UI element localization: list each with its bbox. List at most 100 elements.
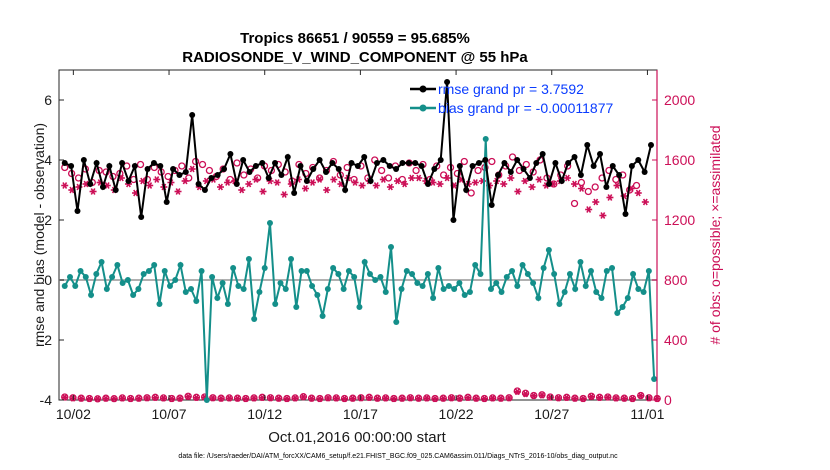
assimilated-obs-point — [401, 180, 409, 188]
bias-point — [93, 271, 100, 277]
possible-obs-point — [474, 166, 482, 175]
bias-point — [593, 289, 600, 295]
rmse-point — [221, 166, 228, 172]
assimilated-obs-point — [629, 395, 637, 403]
bias-point — [561, 289, 568, 295]
assimilated-obs-point — [528, 183, 536, 191]
possible-obs-point — [377, 166, 386, 175]
rmse-point — [571, 154, 578, 160]
y2-tick-label: 1600 — [664, 152, 695, 168]
y2-tick-label: 0 — [664, 392, 672, 408]
assimilated-obs-point — [234, 395, 242, 402]
possible-obs-point — [467, 189, 475, 197]
assimilated-obs-point — [358, 182, 366, 189]
rmse-point — [482, 157, 489, 163]
bias-point — [156, 301, 163, 307]
rmse-point — [112, 187, 119, 193]
assimilated-obs-point — [596, 394, 604, 402]
rmse-point — [469, 163, 476, 169]
bias-point — [82, 274, 89, 280]
assimilated-obs-point — [429, 179, 437, 186]
possible-obs-point — [632, 181, 641, 190]
bias-point — [393, 319, 400, 325]
x-tick-label: 10/17 — [343, 406, 378, 422]
possible-obs-point — [570, 199, 579, 208]
rmse-point — [609, 163, 616, 169]
assimilated-obs-point — [174, 188, 182, 195]
rmse-point — [616, 172, 623, 178]
bias-point — [645, 268, 652, 274]
assimilated-obs-point — [604, 393, 612, 401]
rmse-point — [533, 160, 540, 166]
rmse-point — [157, 163, 164, 169]
rmse-point — [348, 160, 355, 166]
assimilated-obs-point — [250, 394, 258, 402]
rmse-point — [303, 178, 310, 184]
rmse-point — [297, 163, 304, 169]
bias-point — [382, 289, 389, 295]
assimilated-obs-point — [77, 395, 85, 402]
rmse-point — [603, 184, 610, 190]
possible-obs-point — [198, 160, 207, 169]
assimilated-obs-point — [447, 394, 455, 402]
assimilated-obs-point — [330, 176, 338, 183]
y-tick-label: 0 — [44, 272, 52, 288]
assimilated-obs-point — [89, 188, 97, 195]
rmse-point — [526, 175, 533, 181]
bias-point — [298, 268, 305, 274]
bias-point — [514, 283, 521, 289]
assimilated-obs-point — [471, 179, 479, 186]
legend-rmse-label: rmse grand pr = 3.7592 — [438, 81, 584, 97]
assimilated-obs-point — [225, 394, 233, 402]
rmse-point — [284, 154, 291, 160]
possible-obs-point — [136, 160, 145, 169]
rmse-point — [119, 160, 126, 166]
assimilated-obs-point — [301, 185, 309, 192]
assimilated-obs-point — [110, 395, 118, 403]
bias-point — [335, 271, 342, 277]
rmse-point — [163, 199, 170, 205]
assimilated-obs-point — [224, 179, 232, 186]
bias-point — [482, 136, 489, 142]
assimilated-obs-point — [394, 177, 402, 185]
possible-obs-point — [412, 166, 420, 175]
bias-point — [324, 286, 331, 292]
axes: 10/02 10/07 10/12 10/17 10/22 10/27 11/01 -4 -2 0… — [40, 70, 695, 422]
bias-point — [614, 310, 621, 316]
assimilated-obs-point — [571, 180, 579, 188]
bias-point — [130, 292, 137, 298]
assimilated-obs-point — [139, 177, 147, 185]
assimilated-obs-point — [406, 394, 414, 402]
assimilated-obs-point — [390, 395, 398, 403]
assimilated-obs-point — [102, 395, 110, 402]
bias-point — [398, 286, 405, 292]
assimilated-obs-point — [94, 395, 102, 403]
assimilated-obs-point — [357, 394, 365, 402]
assimilated-obs-point — [443, 174, 451, 182]
assimilated-obs-point — [535, 176, 543, 183]
assimilated-obs-point — [151, 394, 159, 402]
assimilated-obs-point — [587, 393, 595, 401]
assimilated-obs-point — [153, 176, 161, 183]
assimilated-obs-point — [578, 185, 586, 192]
bias-point — [72, 283, 79, 289]
assimilated-obs-point — [408, 174, 416, 182]
rmse-point — [170, 166, 177, 172]
bias-point — [140, 271, 147, 277]
bias-point — [409, 271, 416, 277]
rmse-point — [61, 160, 68, 166]
y-tick-label: 2 — [44, 212, 52, 228]
assimilated-obs-point — [252, 176, 260, 183]
y-tick-label: -2 — [40, 332, 53, 348]
bias-point — [351, 274, 358, 280]
legend-bias-label: bias grand pr = -0.00011877 — [438, 100, 613, 116]
rmse-point — [520, 166, 527, 172]
assimilated-obs-point — [563, 394, 571, 402]
assimilated-obs-point — [613, 182, 621, 189]
assimilated-obs-point — [514, 188, 522, 195]
assimilated-obs-point — [127, 395, 135, 403]
assimilated-obs-point — [592, 198, 600, 206]
assimilated-obs-point — [266, 394, 274, 402]
bias-point — [582, 283, 589, 289]
assimilated-obs-point — [634, 189, 642, 197]
